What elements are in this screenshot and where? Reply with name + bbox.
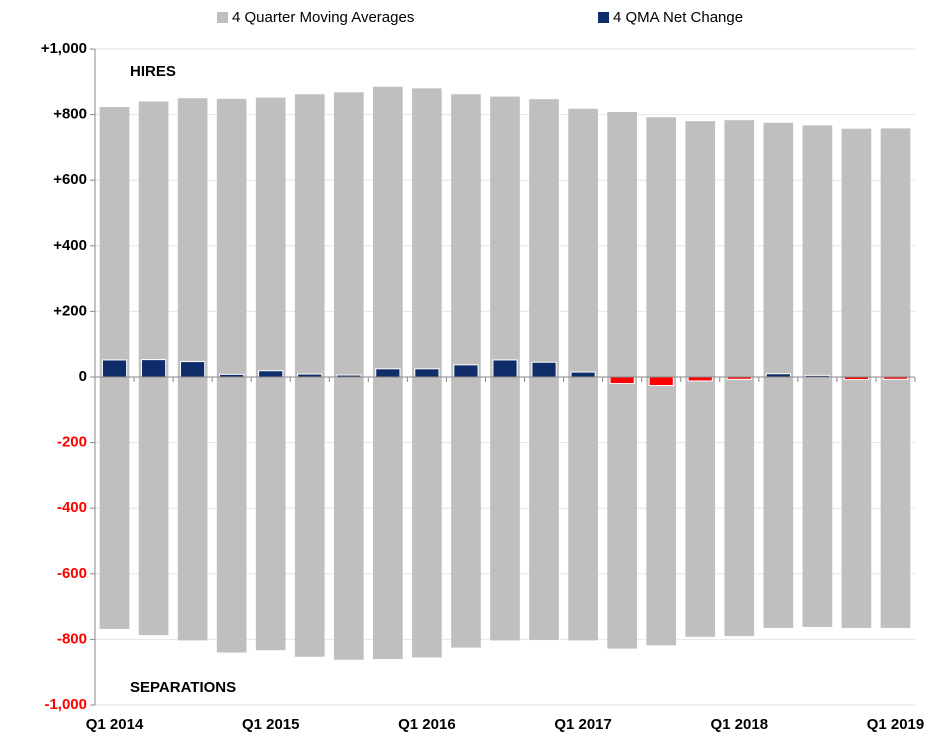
separations-bar (646, 377, 677, 646)
separations-bar (685, 377, 716, 637)
y-tick-label: -200 (57, 434, 87, 451)
net-change-bar (453, 364, 479, 378)
x-tick-label: Q1 2017 (554, 716, 612, 733)
hires-bar (841, 128, 872, 377)
y-tick-label: +600 (53, 171, 87, 188)
y-tick-label: +800 (53, 106, 87, 123)
legend-label: 4 Quarter Moving Averages (232, 9, 414, 26)
annotation: HIRES (130, 63, 176, 80)
separations-bar (412, 377, 442, 658)
hires-bar (880, 128, 911, 377)
x-tick-label: Q1 2018 (711, 716, 769, 733)
y-tick-label: -600 (57, 565, 87, 582)
separations-bar (138, 377, 169, 636)
separations-bar (880, 377, 911, 628)
hires-bar (763, 122, 794, 377)
separations-bar (490, 377, 520, 641)
separations-bar (451, 377, 481, 648)
x-tick-label: Q1 2019 (867, 716, 925, 733)
hires-bar (99, 107, 130, 377)
hires-bar (724, 120, 755, 378)
hires-bar (451, 94, 481, 377)
net-change-bar (492, 359, 518, 378)
y-tick-label: -1,000 (44, 696, 87, 713)
hires-bar (216, 98, 247, 377)
separations-bar (802, 377, 833, 627)
hires-bar (333, 92, 364, 378)
legend-label: 4 QMA Net Change (613, 9, 743, 26)
net-change-bar (140, 359, 167, 378)
y-tick-label: -800 (57, 630, 87, 647)
net-change-bar (687, 376, 713, 382)
net-change-bar (375, 368, 401, 378)
legend-swatch (217, 12, 228, 23)
separations-bar (607, 377, 637, 649)
hires-bar (802, 125, 833, 377)
hires-bar (255, 97, 286, 377)
hires-bar (373, 86, 403, 377)
separations-bar (216, 377, 247, 653)
separations-bar (373, 377, 403, 660)
separations-bar (294, 377, 325, 657)
y-tick-label: 0 (79, 368, 87, 385)
net-change-bar (180, 361, 206, 378)
net-change-bar (414, 368, 440, 378)
y-tick-label: -400 (57, 499, 87, 516)
x-tick-label: Q1 2014 (86, 716, 144, 733)
separations-bar (724, 377, 755, 637)
net-change-bar (531, 361, 557, 378)
hires-bar (138, 101, 169, 377)
separations-bar (177, 377, 208, 641)
separations-bar (841, 377, 872, 628)
separations-bar (763, 377, 794, 628)
hires-bar (529, 99, 559, 378)
net-change-bar (648, 376, 674, 387)
hires-bar (685, 121, 716, 377)
hires-bar (490, 96, 520, 377)
y-tick-label: +400 (53, 237, 87, 254)
net-change-bar (609, 376, 635, 385)
separations-bar (99, 377, 130, 629)
separations-bar (529, 377, 559, 641)
y-tick-label: +200 (53, 302, 87, 319)
y-tick-label: +1,000 (41, 40, 87, 57)
legend-swatch (598, 12, 609, 23)
net-change-bar (570, 371, 596, 378)
separations-bar (333, 377, 364, 660)
separations-bar (568, 377, 598, 641)
hires-bar (607, 111, 637, 377)
annotation: SEPARATIONS (130, 679, 236, 696)
separations-bar (255, 377, 286, 651)
net-change-bar (101, 359, 128, 378)
net-change-bar (258, 370, 284, 378)
hires-bar (412, 88, 442, 378)
hires-bar (568, 108, 598, 378)
hires-bar (294, 94, 325, 377)
x-tick-label: Q1 2015 (242, 716, 300, 733)
x-tick-label: Q1 2016 (398, 716, 456, 733)
hires-bar (177, 98, 208, 377)
hires-bar (646, 117, 677, 377)
